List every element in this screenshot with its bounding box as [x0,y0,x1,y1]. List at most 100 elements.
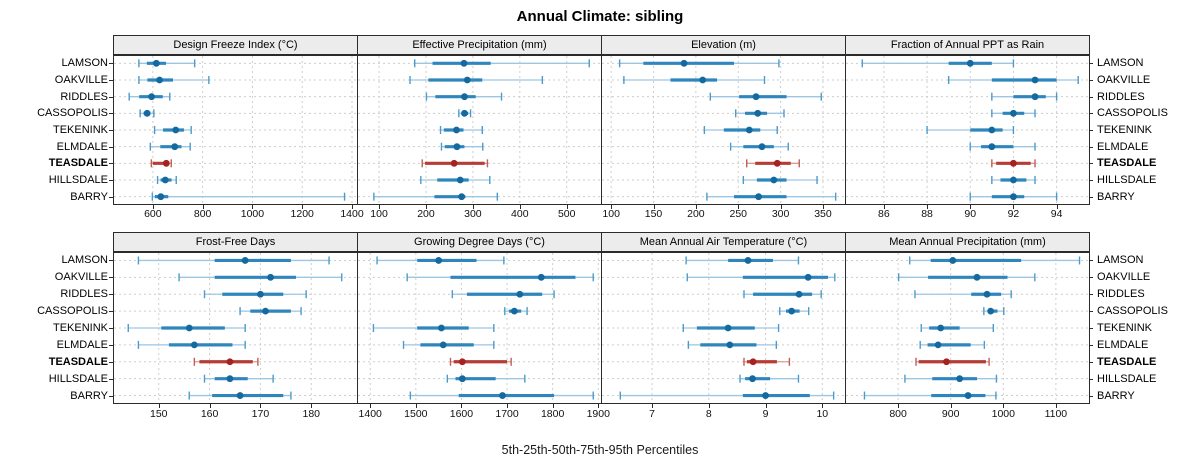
interval-oakville [138,76,210,84]
site-label-hillsdale: HILLSDALE [1097,174,1157,186]
interval-elmdale [440,142,484,151]
x-tick [352,205,354,209]
interval-lamson [908,256,1081,265]
x-tick [1056,205,1058,209]
site-label-cassopolis: CASSOPOLIS [37,305,108,318]
interval-tekenink [920,324,994,332]
site-label-elmdale: ELMDALE [1097,338,1149,351]
y-tick [1089,63,1093,65]
interval-riddles [425,92,503,101]
x-tick [822,404,824,408]
x-tick-label: 1900 [586,408,610,420]
y-tick [1089,96,1093,98]
panel-fraction-of-annual-ppt-as-rain [845,55,1090,205]
interval-lamson [861,59,1015,68]
interval-hillsdale [446,374,526,383]
y-tick [109,395,113,397]
interval-oakville [406,273,594,282]
y-tick [109,80,113,81]
x-tick [252,205,254,209]
panel-strip: Mean Annual Air Temperature (°C) [601,232,846,252]
y-tick [1089,344,1093,346]
panel-elevation-m- [601,55,846,205]
x-tick [566,205,568,209]
interval-elmdale [137,340,246,349]
y-tick [109,96,113,98]
y-tick [109,163,113,165]
site-label-cassopolis: CASSOPOLIS [1097,305,1168,318]
y-tick [1089,180,1093,181]
y-tick [1089,395,1093,397]
x-tick-label: 250 [729,208,748,220]
x-tick-label: 300 [771,208,790,220]
x-tick-label: 900 [941,408,960,420]
interval-barry [373,192,499,201]
site-label-elmdale: ELMDALE [56,140,108,153]
interval-hillsdale [991,176,1036,184]
site-label-riddles: RIDDLES [1097,288,1145,301]
x-tick [370,404,372,408]
interval-cassopolis [504,307,528,316]
x-tick-label: 7 [649,408,655,420]
y-tick [109,361,113,363]
panel-strip: Fraction of Annual PPT as Rain [845,35,1090,55]
x-tick-label: 350 [814,208,832,220]
interval-barry [969,192,1058,201]
interval-cassopolis [779,307,810,316]
panel-effective-precipitation-mm- [357,55,602,205]
site-label-tekenink: TEKENINK [1097,124,1153,136]
interval-barry [619,391,835,400]
x-tick [158,404,160,408]
site-label-lamson: LAMSON [61,57,108,70]
interval-lamson [414,59,590,68]
x-tick-label: 600 [144,208,162,220]
site-label-elmdale: ELMDALE [1097,140,1149,153]
interval-barry [409,391,594,400]
site-label-barry: BARRY [70,389,108,402]
interval-hillsdale [904,374,998,383]
interval-teasdale [193,357,259,366]
x-tick [152,205,154,209]
x-tick-label: 1400 [340,208,364,220]
interval-hillsdale [420,176,491,184]
interval-tekenink [682,324,780,332]
x-tick-label: 800 [889,408,907,420]
interval-lamson [618,59,780,68]
y-tick [1089,311,1093,313]
y-tick [109,180,113,181]
x-tick-label: 90 [964,208,977,220]
interval-oakville [409,76,544,84]
x-tick-label: 150 [644,208,663,220]
x-tick-label: 150 [149,408,168,420]
x-tick-label: 8 [705,408,712,420]
x-tick-label: 1700 [495,408,519,420]
y-tick [1089,277,1093,279]
interval-riddles [991,92,1058,101]
site-label-riddles: RIDDLES [60,90,108,103]
site-label-tekenink: TEKENINK [52,124,108,136]
x-tick [1055,404,1057,408]
interval-elmdale [402,340,495,349]
x-tick [652,404,654,408]
y-tick [109,113,113,115]
y-tick [109,196,113,198]
site-label-tekenink: TEKENINK [52,322,108,334]
interval-cassopolis [458,109,472,118]
site-label-cassopolis: CASSOPOLIS [37,107,108,120]
x-tick [461,404,463,408]
x-tick-label: 100 [602,208,620,220]
interval-elmdale [969,142,1036,151]
x-tick [1003,404,1005,408]
x-tick-label: 1100 [1044,408,1068,420]
site-label-teasdale: TEASDALE [48,157,108,170]
site-label-lamson: LAMSON [1097,57,1144,70]
site-label-tekenink: TEKENINK [1097,322,1153,334]
interval-teasdale [743,357,791,366]
x-tick-label: 160 [200,408,219,420]
x-tick-label: 1000 [240,208,265,220]
x-tick [519,205,521,209]
interval-cassopolis [735,109,785,118]
x-tick [883,205,885,209]
interval-barry [863,391,997,400]
x-tick [311,404,313,408]
